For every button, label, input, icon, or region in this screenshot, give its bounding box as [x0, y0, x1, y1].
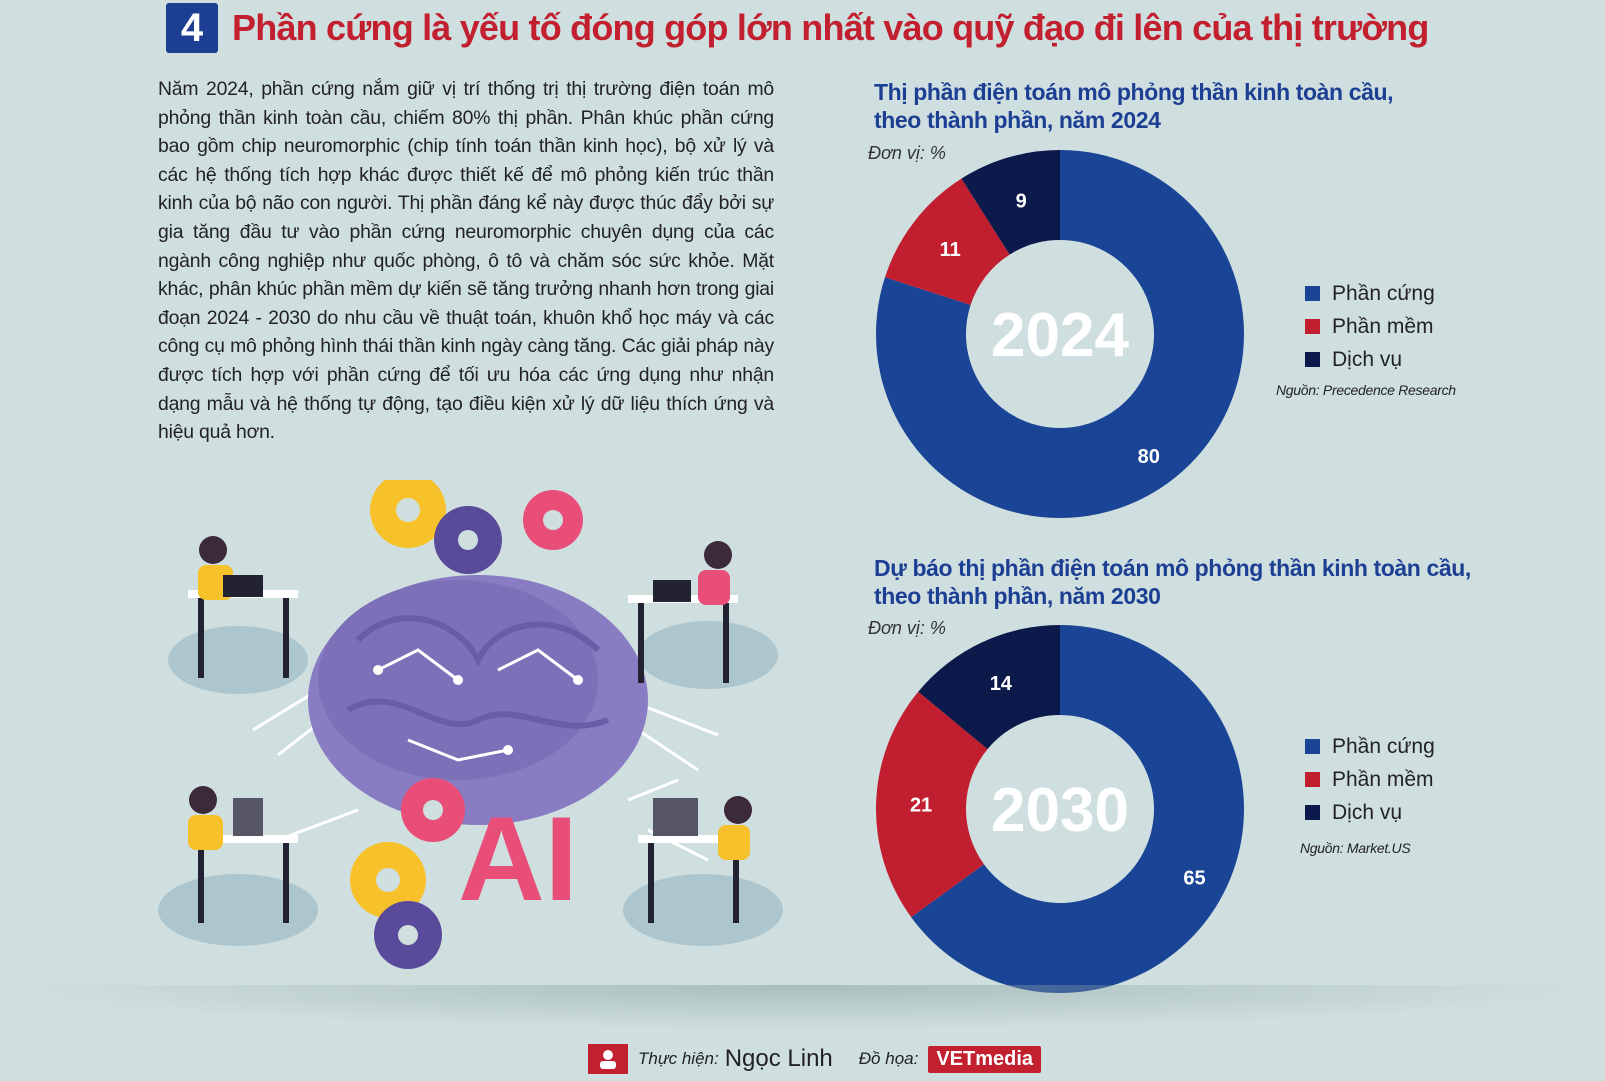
made-by-name: Ngọc Linh [724, 1045, 833, 1072]
author-icon [588, 1044, 628, 1074]
circuit-lines [252, 688, 719, 862]
ai-label: AI [458, 792, 578, 926]
vetmedia-logo: VETmedia [928, 1045, 1042, 1073]
legend-item-service: Dịch vụ [1305, 343, 1435, 376]
legend-swatch [1305, 772, 1320, 787]
chart-2024-title-line1: Thị phần điện toán mô phỏng thần kinh to… [874, 79, 1394, 105]
data-label-hardware: 80 [1138, 446, 1160, 468]
legend-label: Dịch vụ [1332, 347, 1403, 371]
section-number-badge: 4 [166, 3, 218, 53]
chart-2030-legend: Phần cứng Phần mềm Dịch vụ [1305, 730, 1435, 829]
slice-software [876, 691, 988, 918]
chart-2024-unit: Đơn vị: % [868, 143, 946, 163]
credits-footer: Thực hiện: Ngọc Linh Đồ họa: VETmedia [588, 1044, 1042, 1074]
ai-brain-illustration: AI [158, 480, 783, 969]
gear-icons [350, 480, 583, 969]
slice-hardware [911, 625, 1244, 993]
data-label-hardware: 65 [1183, 868, 1205, 890]
legend-swatch [1305, 286, 1320, 301]
brain-icon [308, 575, 648, 825]
chart-2024-source: Nguồn: Precedence Research [1276, 382, 1456, 398]
legend-item-software: Phần mềm [1305, 763, 1435, 796]
chart-2024-legend: Phần cứng Phần mềm Dịch vụ [1305, 277, 1435, 376]
chart-2030-unit: Đơn vị: % [868, 618, 946, 638]
data-label-software: 11 [940, 239, 961, 261]
chart-2030-title-line1: Dự báo thị phần điện toán mô phỏng thần … [874, 555, 1471, 581]
center-year-label: 2024 [991, 301, 1129, 370]
legend-swatch [1305, 805, 1320, 820]
legend-label: Phần mềm [1332, 767, 1434, 791]
data-label-service: 14 [990, 673, 1013, 695]
legend-swatch [1305, 319, 1320, 334]
slice-software [885, 178, 1010, 305]
legend-swatch [1305, 739, 1320, 754]
article-body: Năm 2024, phần cứng nắm giữ vị trí thống… [158, 78, 774, 444]
legend-label: Phần cứng [1332, 734, 1435, 758]
donut-chart-2024: 80 11 9 2024 [876, 150, 1244, 518]
section-header: 4 Phần cứng là yếu tố đóng góp lớn nhất … [166, 0, 1429, 56]
slice-service [961, 150, 1060, 255]
chart-2024-title: Thị phần điện toán mô phỏng thần kinh to… [874, 78, 1394, 134]
legend-label: Phần mềm [1332, 314, 1434, 338]
donut-chart-2030: 65 21 14 2030 [876, 625, 1244, 993]
made-by-label: Thực hiện: [638, 1049, 719, 1068]
divider-shadow [0, 985, 1605, 1030]
chart-2030-source: Nguồn: Market.US [1300, 840, 1411, 856]
legend-item-hardware: Phần cứng [1305, 277, 1435, 310]
legend-label: Dịch vụ [1332, 800, 1403, 824]
data-label-software: 21 [910, 795, 932, 817]
person-icons [188, 536, 752, 923]
legend-item-software: Phần mềm [1305, 310, 1435, 343]
legend-item-service: Dịch vụ [1305, 796, 1435, 829]
slice-service [918, 625, 1060, 750]
legend-swatch [1305, 352, 1320, 367]
chart-2030-title: Dự báo thị phần điện toán mô phỏng thần … [874, 554, 1471, 610]
legend-item-hardware: Phần cứng [1305, 730, 1435, 763]
graphics-label: Đồ họa: [858, 1049, 919, 1068]
page-title: Phần cứng là yếu tố đóng góp lớn nhất và… [232, 7, 1429, 48]
data-label-service: 9 [1016, 191, 1027, 213]
chart-2024-title-line2: theo thành phần, năm 2024 [874, 107, 1161, 133]
legend-label: Phần cứng [1332, 281, 1435, 305]
chart-2030-title-line2: theo thành phần, năm 2030 [874, 583, 1161, 609]
center-year-label: 2030 [991, 776, 1129, 845]
slice-hardware [876, 150, 1244, 518]
